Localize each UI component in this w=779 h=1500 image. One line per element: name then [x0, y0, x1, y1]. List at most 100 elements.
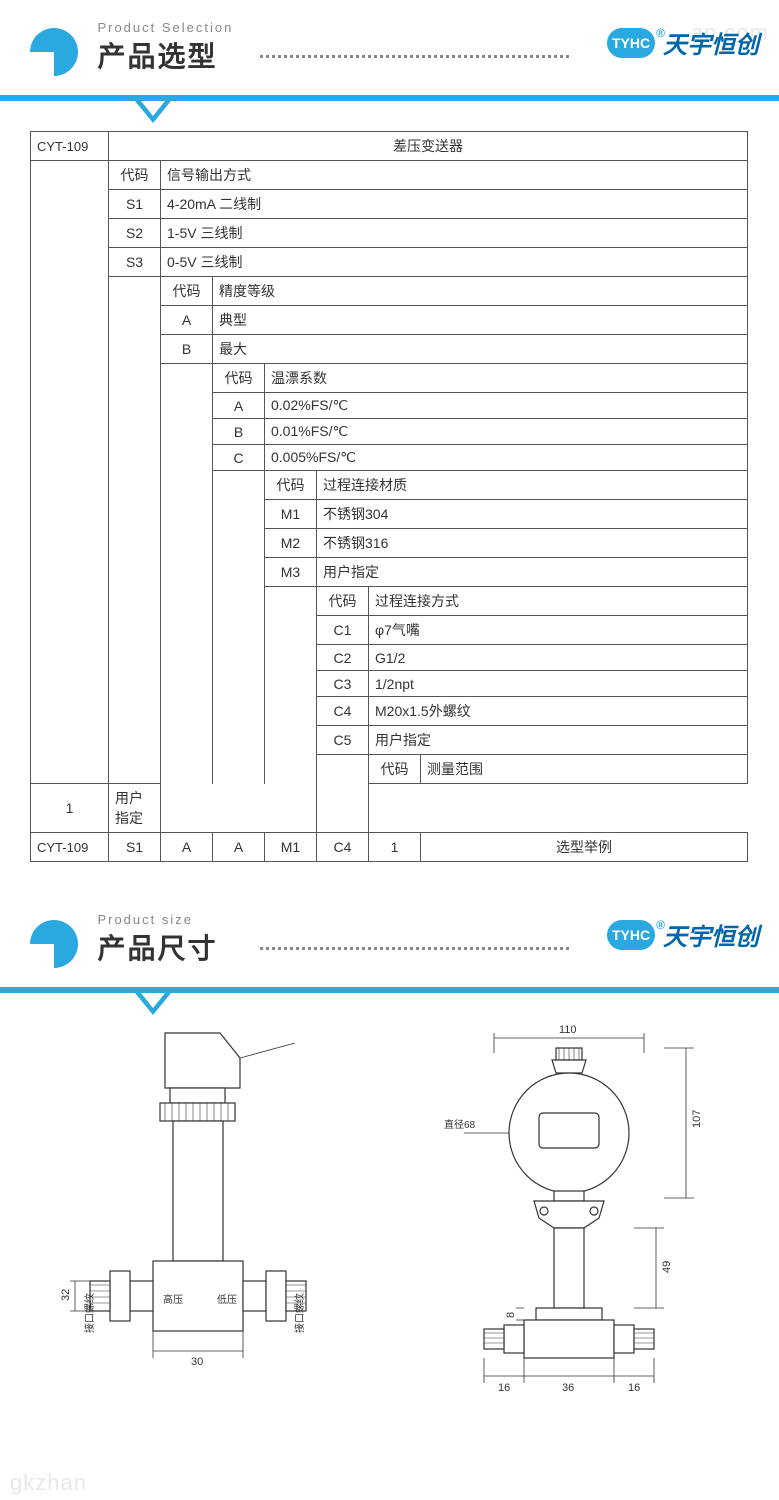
- blue-pointer-icon: [135, 101, 171, 123]
- thread-label: 接口螺纹: [83, 1293, 96, 1333]
- header-en: Product Selection: [97, 20, 233, 35]
- desc-cell: 用户指定: [109, 784, 161, 833]
- desc-cell: 最大: [213, 335, 748, 364]
- section-header-selection: Product Selection 产品选型 TYHC 天宇恒创: [0, 0, 779, 95]
- example-cell: M1: [265, 833, 317, 862]
- code-label: 代码: [213, 364, 265, 393]
- example-cell: S1: [109, 833, 161, 862]
- thread-label: 接口螺纹: [293, 1293, 306, 1333]
- dim-label: 32: [60, 1289, 72, 1301]
- code-cell: C4: [317, 697, 369, 726]
- brand-logo: TYHC: [607, 28, 655, 58]
- group-header: 温漂系数: [265, 364, 748, 393]
- code-cell: S3: [109, 248, 161, 277]
- table-row: CYT-109 差压变送器: [31, 132, 748, 161]
- desc-cell: 不锈钢316: [317, 529, 748, 558]
- desc-cell: 典型: [213, 306, 748, 335]
- desc-cell: G1/2: [369, 645, 748, 671]
- dia-label: 直径68: [444, 1118, 476, 1131]
- brand-block: TYHC 天宇恒创: [607, 917, 759, 952]
- table-row: S21-5V 三线制: [31, 219, 748, 248]
- code-cell: 1: [31, 784, 109, 833]
- header-en: Product size: [97, 912, 217, 927]
- circle-icon: [30, 920, 78, 968]
- brand-logo: TYHC: [607, 920, 655, 950]
- group-header: 测量范围: [421, 755, 748, 784]
- desc-cell: 1/2npt: [369, 671, 748, 697]
- group-header: 精度等级: [213, 277, 748, 306]
- code-cell: C3: [317, 671, 369, 697]
- code-cell: M2: [265, 529, 317, 558]
- dots-divider: [260, 947, 569, 950]
- code-cell: B: [161, 335, 213, 364]
- code-cell: S2: [109, 219, 161, 248]
- code-label: 代码: [161, 277, 213, 306]
- table-title: 差压变送器: [109, 132, 748, 161]
- desc-cell: 用户指定: [369, 726, 748, 755]
- desc-cell: M20x1.5外螺纹: [369, 697, 748, 726]
- desc-cell: 1-5V 三线制: [161, 219, 748, 248]
- dim-label: 107: [691, 1110, 703, 1128]
- table-row: 代码 精度等级: [31, 277, 748, 306]
- example-cell: CYT-109: [31, 833, 109, 862]
- dim-label: 36: [562, 1382, 574, 1394]
- header-cn: 产品选型: [97, 35, 233, 75]
- group-header: 过程连接方式: [369, 587, 748, 616]
- selection-table: CYT-109 差压变送器 代码 信号输出方式 S14-20mA 二线制 S21…: [30, 131, 748, 862]
- blue-bar: [0, 987, 779, 993]
- table-row: 1用户指定: [31, 784, 748, 833]
- section-header-size: Product size 产品尺寸 TYHC 天宇恒创: [0, 892, 779, 987]
- brand-name: 天宇恒创: [663, 25, 759, 60]
- example-cell: 1: [369, 833, 421, 862]
- desc-cell: 0.01%FS/℃: [265, 419, 748, 445]
- code-cell: S1: [109, 190, 161, 219]
- dim-label: 49: [661, 1261, 673, 1273]
- blue-pointer-icon: [135, 993, 171, 1015]
- label-lp: 低压: [217, 1293, 237, 1306]
- code-label: 代码: [317, 587, 369, 616]
- example-cell: C4: [317, 833, 369, 862]
- dim-label: 8: [505, 1312, 517, 1318]
- code-cell: A: [213, 393, 265, 419]
- code-cell: M3: [265, 558, 317, 587]
- circle-icon: [30, 28, 78, 76]
- code-cell: C1: [317, 616, 369, 645]
- watermark: gkzhan: [10, 1470, 87, 1496]
- group-header: 过程连接材质: [317, 471, 748, 500]
- code-cell: A: [161, 306, 213, 335]
- example-label: 选型举例: [421, 833, 748, 862]
- diagram-right: 110 直径68 107 49 8: [404, 1013, 744, 1433]
- table-row: 代码 信号输出方式: [31, 161, 748, 190]
- example-cell: A: [213, 833, 265, 862]
- example-row: CYT-109 S1 A A M1 C4 1 选型举例: [31, 833, 748, 862]
- label-hp: 高压: [163, 1293, 183, 1306]
- diagram-left: 高压 低压 32 接口螺纹 接口螺纹 30: [35, 1013, 355, 1413]
- table-row: S14-20mA 二线制: [31, 190, 748, 219]
- desc-cell: 0.02%FS/℃: [265, 393, 748, 419]
- dots-divider: [260, 55, 569, 58]
- code-cell: C: [213, 445, 265, 471]
- dim-label: 30: [191, 1356, 203, 1368]
- code-label: 代码: [369, 755, 421, 784]
- desc-cell: 用户指定: [317, 558, 748, 587]
- desc-cell: 4-20mA 二线制: [161, 190, 748, 219]
- brand-block: TYHC 天宇恒创: [607, 25, 759, 60]
- code-cell: C5: [317, 726, 369, 755]
- desc-cell: 0-5V 三线制: [161, 248, 748, 277]
- code-label: 代码: [109, 161, 161, 190]
- model-cell: CYT-109: [31, 132, 109, 161]
- code-label: 代码: [265, 471, 317, 500]
- code-cell: M1: [265, 500, 317, 529]
- example-cell: A: [161, 833, 213, 862]
- group-header: 信号输出方式: [161, 161, 748, 190]
- code-cell: C2: [317, 645, 369, 671]
- desc-cell: 0.005%FS/℃: [265, 445, 748, 471]
- dim-label: 16: [498, 1382, 510, 1394]
- desc-cell: 不锈钢304: [317, 500, 748, 529]
- desc-cell: φ7气嘴: [369, 616, 748, 645]
- blue-bar: [0, 95, 779, 101]
- brand-name: 天宇恒创: [663, 917, 759, 952]
- diagrams-container: 高压 低压 32 接口螺纹 接口螺纹 30 110 直径68 107: [0, 993, 779, 1463]
- code-cell: B: [213, 419, 265, 445]
- dim-label: 16: [628, 1382, 640, 1394]
